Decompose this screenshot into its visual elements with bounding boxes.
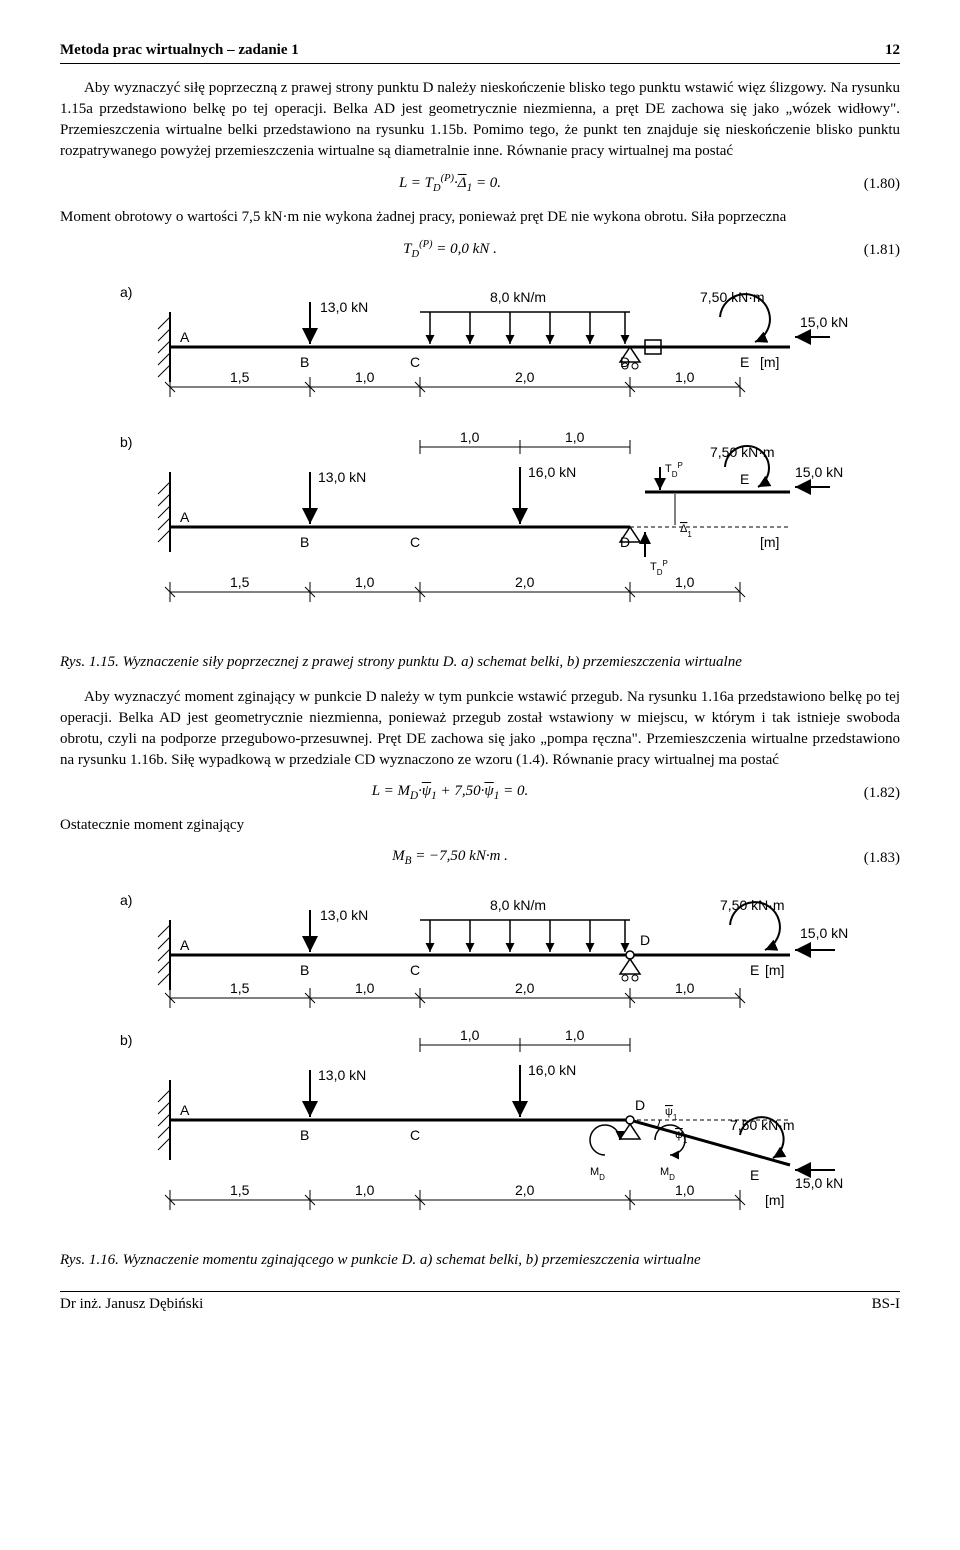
svg-text:1,0: 1,0 [355, 369, 375, 385]
svg-text:A: A [180, 937, 190, 953]
svg-text:1,0: 1,0 [675, 369, 695, 385]
svg-text:C: C [410, 1127, 420, 1143]
figure-1-16: a) A B C D E 13,0 kN 8,0 kN/m 7,50 kN·m … [100, 880, 860, 1240]
svg-text:1,0: 1,0 [355, 574, 375, 590]
svg-text:ψ1: ψ1 [665, 1106, 678, 1122]
page-header: Metoda prac wirtualnych – zadanie 1 12 [60, 40, 900, 64]
fig16-a-label: a) [120, 892, 132, 908]
header-page: 12 [885, 40, 900, 61]
svg-text:E: E [740, 471, 749, 487]
svg-text:Δ1: Δ1 [680, 523, 692, 539]
svg-text:[m]: [m] [765, 1192, 784, 1208]
svg-text:8,0 kN/m: 8,0 kN/m [490, 897, 546, 913]
svg-text:C: C [410, 962, 420, 978]
svg-text:13,0 kN: 13,0 kN [318, 469, 366, 485]
svg-text:16,0 kN: 16,0 kN [528, 464, 576, 480]
equation-1-80: L = TD(P)·Δ1 = 0. (1.80) [60, 172, 900, 197]
svg-text:B: B [300, 962, 309, 978]
svg-text:[m]: [m] [765, 962, 784, 978]
svg-text:1,0: 1,0 [565, 1027, 585, 1043]
svg-text:1,0: 1,0 [565, 429, 585, 445]
svg-text:15,0 kN: 15,0 kN [795, 464, 843, 480]
svg-text:A: A [180, 1102, 190, 1118]
svg-text:15,0 kN: 15,0 kN [800, 314, 848, 330]
svg-text:13,0 kN: 13,0 kN [320, 907, 368, 923]
svg-text:A: A [180, 329, 190, 345]
svg-text:ψ1: ψ1 [675, 1129, 688, 1145]
svg-text:1,5: 1,5 [230, 1182, 250, 1198]
eq-body: L = MD·ψ1 + 7,50·ψ1 = 0. [60, 781, 840, 805]
svg-text:8,0 kN/m: 8,0 kN/m [490, 289, 546, 305]
eq-body: L = TD(P)·Δ1 = 0. [60, 172, 840, 197]
footer-right: BS-I [872, 1294, 900, 1315]
svg-text:MD: MD [660, 1166, 675, 1182]
svg-text:7,50 kN·m: 7,50 kN·m [720, 897, 785, 913]
eq-number: (1.80) [840, 174, 900, 195]
svg-text:C: C [410, 534, 420, 550]
svg-text:B: B [300, 534, 309, 550]
eq-number: (1.81) [840, 240, 900, 261]
svg-text:16,0 kN: 16,0 kN [528, 1062, 576, 1078]
equation-1-82: L = MD·ψ1 + 7,50·ψ1 = 0. (1.82) [60, 781, 900, 805]
svg-text:E: E [750, 962, 759, 978]
svg-text:15,0 kN: 15,0 kN [795, 1175, 843, 1191]
svg-text:1,0: 1,0 [675, 980, 695, 996]
svg-text:1,5: 1,5 [230, 369, 250, 385]
svg-text:1,0: 1,0 [675, 574, 695, 590]
svg-text:[m]: [m] [760, 534, 779, 550]
svg-text:2,0: 2,0 [515, 1182, 535, 1198]
footer-author: Dr inż. Janusz Dębiński [60, 1294, 203, 1315]
svg-text:1,0: 1,0 [675, 1182, 695, 1198]
svg-text:7,50 kN·m: 7,50 kN·m [710, 444, 775, 460]
fig15-caption: Rys. 1.15. Wyznaczenie siły poprzecznej … [60, 652, 900, 673]
svg-text:D: D [640, 932, 650, 948]
paragraph-2: Moment obrotowy o wartości 7,5 kN·m nie … [60, 207, 900, 228]
equation-1-83: MB = −7,50 kN·m . (1.83) [60, 846, 900, 870]
svg-text:D: D [635, 1097, 645, 1113]
eq-body: TD(P) = 0,0 kN . [60, 238, 840, 263]
svg-text:1,0: 1,0 [355, 980, 375, 996]
svg-text:1,5: 1,5 [230, 574, 250, 590]
svg-text:2,0: 2,0 [515, 980, 535, 996]
equation-1-81: TD(P) = 0,0 kN . (1.81) [60, 238, 900, 263]
svg-text:TDP: TDP [650, 559, 668, 577]
eq-body: MB = −7,50 kN·m . [60, 846, 840, 870]
eq-number: (1.82) [840, 783, 900, 804]
svg-text:13,0 kN: 13,0 kN [318, 1067, 366, 1083]
fig15-a-label: a) [120, 284, 132, 300]
svg-text:7,50 kN·m: 7,50 kN·m [730, 1117, 795, 1133]
figure-1-15: a) A B C D E 13,0 kN 8,0 kN/m 7,50 kN·m [100, 272, 860, 642]
svg-text:2,0: 2,0 [515, 574, 535, 590]
fig16-beam-b: A B C D E 13,0 kN 16,0 kN 1,0 1,0 MD MD … [158, 1027, 843, 1210]
fig16-b-label: b) [120, 1032, 132, 1048]
header-title: Metoda prac wirtualnych – zadanie 1 [60, 40, 299, 61]
svg-text:TDP: TDP [665, 461, 683, 479]
svg-text:1,5: 1,5 [230, 980, 250, 996]
paragraph-3: Aby wyznaczyć moment zginający w punkcie… [60, 687, 900, 771]
svg-text:7,50 kN·m: 7,50 kN·m [700, 289, 765, 305]
svg-text:E: E [740, 354, 749, 370]
svg-text:C: C [410, 354, 420, 370]
paragraph-1: Aby wyznaczyć siłę poprzeczną z prawej s… [60, 78, 900, 162]
fig16-beam-a: A B C D E 13,0 kN 8,0 kN/m 7,50 kN·m 15,… [158, 897, 848, 1008]
svg-text:13,0 kN: 13,0 kN [320, 299, 368, 315]
svg-text:E: E [750, 1167, 759, 1183]
svg-text:15,0 kN: 15,0 kN [800, 925, 848, 941]
svg-text:[m]: [m] [760, 354, 779, 370]
svg-text:1,0: 1,0 [460, 1027, 480, 1043]
svg-text:A: A [180, 509, 190, 525]
fig15-b-label: b) [120, 434, 132, 450]
svg-text:B: B [300, 354, 309, 370]
svg-text:B: B [300, 1127, 309, 1143]
eq-number: (1.83) [840, 848, 900, 869]
svg-text:2,0: 2,0 [515, 369, 535, 385]
fig15-beam-a: A B C D E 13,0 kN 8,0 kN/m 7,50 kN·m 15,… [158, 289, 848, 397]
paragraph-4: Ostatecznie moment zginający [60, 815, 900, 836]
svg-text:MD: MD [590, 1166, 605, 1182]
fig16-caption: Rys. 1.16. Wyznaczenie momentu zginające… [60, 1250, 900, 1271]
svg-text:1,0: 1,0 [355, 1182, 375, 1198]
svg-text:1,0: 1,0 [460, 429, 480, 445]
page-footer: Dr inż. Janusz Dębiński BS-I [60, 1291, 900, 1315]
fig15-beam-b: A B C D E 13,0 kN 16,0 kN 1,0 1,0 TDP TD… [158, 429, 843, 602]
